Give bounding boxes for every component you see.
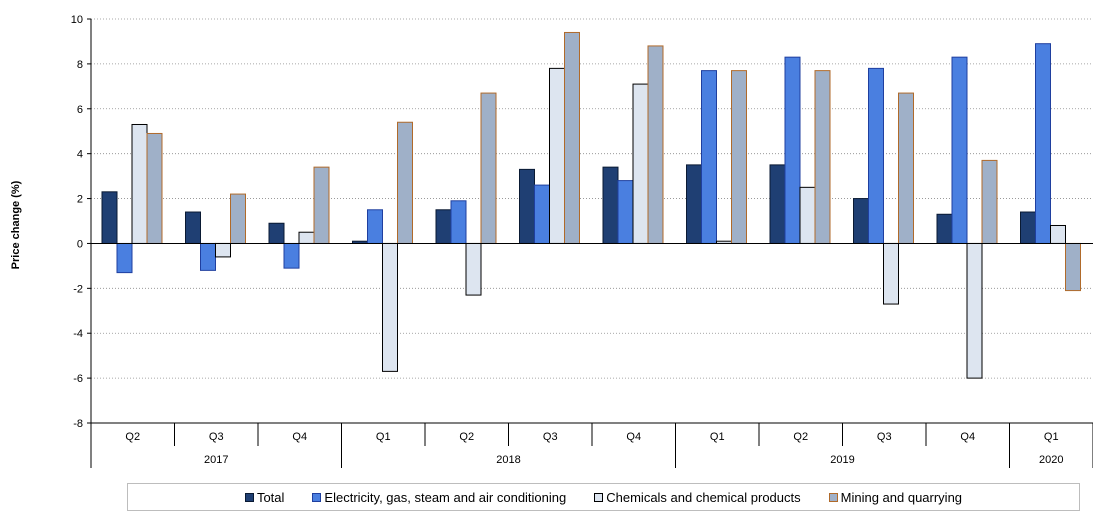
bar-total bbox=[185, 211, 201, 244]
bar-mining bbox=[313, 166, 330, 244]
y-tick-label: 0 bbox=[77, 238, 83, 250]
legend-label-mining: Mining and quarrying bbox=[840, 489, 963, 505]
x-tick-label: Q4 bbox=[626, 431, 641, 443]
x-tick-label: Q4 bbox=[292, 431, 307, 443]
gridlines bbox=[91, 18, 1093, 424]
bar-chemicals bbox=[632, 83, 649, 244]
bar-chemicals bbox=[215, 242, 231, 258]
bar-electricity bbox=[450, 200, 467, 244]
bar-electricity bbox=[868, 67, 884, 244]
bar-electricity bbox=[116, 242, 133, 274]
year-label: 2017 bbox=[204, 454, 228, 466]
bar-chemicals bbox=[799, 186, 816, 244]
bar-chemicals bbox=[966, 242, 983, 379]
x-tick-label: Q4 bbox=[960, 431, 975, 443]
legend-label-chemicals: Chemicals and chemical products bbox=[606, 489, 801, 505]
bar-mining bbox=[814, 70, 831, 244]
legend-item-total: Total bbox=[244, 489, 285, 505]
y-tick-label: -8 bbox=[73, 418, 83, 430]
x-tick-label: Q1 bbox=[376, 431, 391, 443]
bar-electricity bbox=[951, 56, 968, 244]
y-tick-label: -6 bbox=[73, 373, 83, 385]
y-tick-label: 2 bbox=[77, 194, 83, 206]
bar-electricity bbox=[283, 242, 300, 269]
x-tick-label: Q2 bbox=[459, 431, 474, 443]
year-label: 2019 bbox=[830, 454, 854, 466]
bar-mining bbox=[647, 45, 664, 244]
bar-chemicals bbox=[382, 242, 398, 372]
bar-mining bbox=[397, 121, 413, 244]
bar-mining bbox=[981, 159, 998, 244]
bar-chemicals bbox=[131, 123, 148, 244]
axes bbox=[87, 18, 1093, 468]
bar-total bbox=[101, 191, 118, 244]
bar-total bbox=[853, 198, 869, 244]
bar-electricity bbox=[784, 56, 801, 244]
bar-electricity bbox=[1035, 43, 1051, 244]
bar-electricity bbox=[200, 242, 216, 271]
bar-electricity bbox=[534, 184, 550, 244]
x-tick-label: Q2 bbox=[125, 431, 140, 443]
bar-chemicals bbox=[549, 67, 565, 244]
legend-item-mining: Mining and quarrying bbox=[828, 489, 963, 505]
y-tick-label: 6 bbox=[77, 104, 83, 116]
legend-item-electricity: Electricity, gas, steam and air conditio… bbox=[312, 490, 566, 505]
x-tick-label: Q3 bbox=[543, 431, 558, 443]
bar-chemicals bbox=[298, 231, 315, 244]
bar-total bbox=[602, 166, 619, 244]
y-tick-label: 8 bbox=[77, 59, 83, 71]
x-category-labels: Q2 Q3 Q4 Q1 Q2 Q3 Q4 Q1 Q2 Q3 Q4 Q1 2017 2018 2019 2020 bbox=[125, 431, 1063, 466]
bar-mining bbox=[564, 31, 580, 244]
bars bbox=[101, 31, 1081, 379]
legend-swatch-mining bbox=[828, 492, 838, 502]
bar-total bbox=[435, 209, 452, 244]
bar-mining bbox=[480, 92, 497, 244]
legend-swatch-total bbox=[244, 492, 254, 502]
year-label: 2018 bbox=[496, 454, 520, 466]
year-label: 2020 bbox=[1039, 454, 1063, 466]
bar-total bbox=[268, 222, 285, 244]
y-tick-label: -4 bbox=[73, 328, 83, 340]
bar-mining bbox=[898, 92, 914, 244]
legend-label-total: Total bbox=[256, 489, 285, 505]
y-axis-label: Price change (%) bbox=[10, 180, 22, 269]
chart-svg: -8 -6 -4 -2 0 2 4 6 8 10 Q2 Q3 Q4 Q1 Q2 Q3 Q4 Q1 Q2 Q3 Q4 Q1… bbox=[10, 14, 1093, 468]
x-tick-label: Q3 bbox=[877, 431, 892, 443]
legend: Total Electricity, gas, steam and air co… bbox=[127, 483, 1080, 511]
x-tick-label: Q1 bbox=[1044, 431, 1059, 443]
legend-item-chemicals: Chemicals and chemical products bbox=[594, 489, 801, 505]
legend-swatch-chemicals bbox=[594, 492, 604, 502]
y-tick-labels: -8 -6 -4 -2 0 2 4 6 8 10 bbox=[71, 14, 83, 430]
bar-chemicals bbox=[465, 242, 482, 296]
legend-label-electricity: Electricity, gas, steam and air conditio… bbox=[324, 489, 567, 505]
y-tick-label: 10 bbox=[71, 14, 83, 26]
bar-chemicals bbox=[883, 242, 899, 305]
bar-electricity bbox=[617, 180, 634, 244]
x-tick-label: Q1 bbox=[710, 431, 725, 443]
bar-chemicals bbox=[1050, 224, 1066, 244]
bar-total bbox=[936, 213, 953, 244]
bar-electricity bbox=[367, 209, 383, 244]
x-tick-label: Q3 bbox=[209, 431, 224, 443]
x-tick-label: Q2 bbox=[793, 431, 808, 443]
bar-electricity bbox=[701, 70, 717, 244]
bar-mining bbox=[146, 132, 163, 244]
legend-swatch-electricity bbox=[312, 492, 322, 502]
bar-mining bbox=[1065, 242, 1081, 292]
bar-total bbox=[519, 168, 535, 244]
y-tick-label: 4 bbox=[77, 149, 83, 161]
y-tick-label: -2 bbox=[73, 283, 83, 295]
bar-mining bbox=[731, 70, 747, 244]
bar-total bbox=[686, 164, 702, 244]
bar-total bbox=[769, 164, 786, 244]
bar-total bbox=[1020, 211, 1036, 244]
bar-mining bbox=[230, 193, 246, 244]
